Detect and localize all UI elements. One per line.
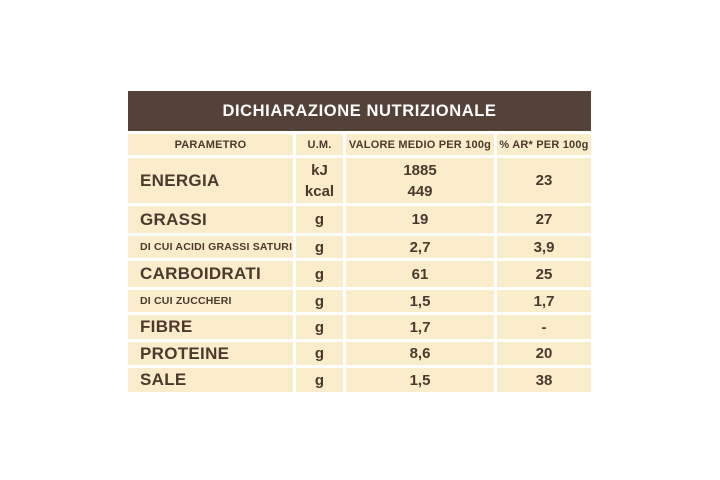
nutrition-declaration-table: DICHIARAZIONE NUTRIZIONALE PARAMETRO U.M… [128,91,591,392]
table-title: DICHIARAZIONE NUTRIZIONALE [128,91,591,131]
row-energia-valore: 1885 449 [346,158,494,203]
row-carboidrati-ar: 25 [497,261,591,287]
row-grassi-valore: 19 [346,206,494,233]
row-grassi-unit: g [296,206,343,233]
column-header-ar: % AR* PER 100g [497,134,591,155]
column-header-um: U.M. [296,134,343,155]
row-grassi-parametro: GRASSI [128,206,293,233]
row-grassi-ar: 27 [497,206,591,233]
row-sale-ar: 38 [497,368,591,392]
row-energia-ar: 23 [497,158,591,203]
row-proteine-valore: 8,6 [346,342,494,365]
row-proteine-unit: g [296,342,343,365]
row-zuccheri-ar: 1,7 [497,290,591,312]
row-grassi-saturi-unit: g [296,236,343,258]
column-header-valore-medio: VALORE MEDIO PER 100g [346,134,494,155]
row-sale-parametro: SALE [128,368,293,392]
row-energia-valore-kj: 1885 [403,161,437,179]
row-energia-unit: kJ kcal [296,158,343,203]
row-grassi-saturi-valore: 2,7 [346,236,494,258]
row-zuccheri-valore: 1,5 [346,290,494,312]
row-zuccheri-unit: g [296,290,343,312]
column-header-parametro: PARAMETRO [128,134,293,155]
row-energia-unit-kj: kJ [311,161,328,179]
row-fibre-valore: 1,7 [346,315,494,339]
row-energia-valore-kcal: 449 [407,182,433,200]
row-sale-valore: 1,5 [346,368,494,392]
row-proteine-parametro: PROTEINE [128,342,293,365]
row-grassi-saturi-parametro: DI CUI ACIDI GRASSI SATURI [128,236,293,258]
row-proteine-ar: 20 [497,342,591,365]
row-carboidrati-parametro: CARBOIDRATI [128,261,293,287]
row-sale-unit: g [296,368,343,392]
row-energia-parametro: ENERGIA [128,158,293,203]
row-carboidrati-unit: g [296,261,343,287]
row-fibre-unit: g [296,315,343,339]
row-fibre-parametro: FIBRE [128,315,293,339]
row-fibre-ar: - [497,315,591,339]
row-energia-unit-kcal: kcal [304,182,335,200]
row-grassi-saturi-ar: 3,9 [497,236,591,258]
row-zuccheri-parametro: DI CUI ZUCCHERI [128,290,293,312]
row-carboidrati-valore: 61 [346,261,494,287]
